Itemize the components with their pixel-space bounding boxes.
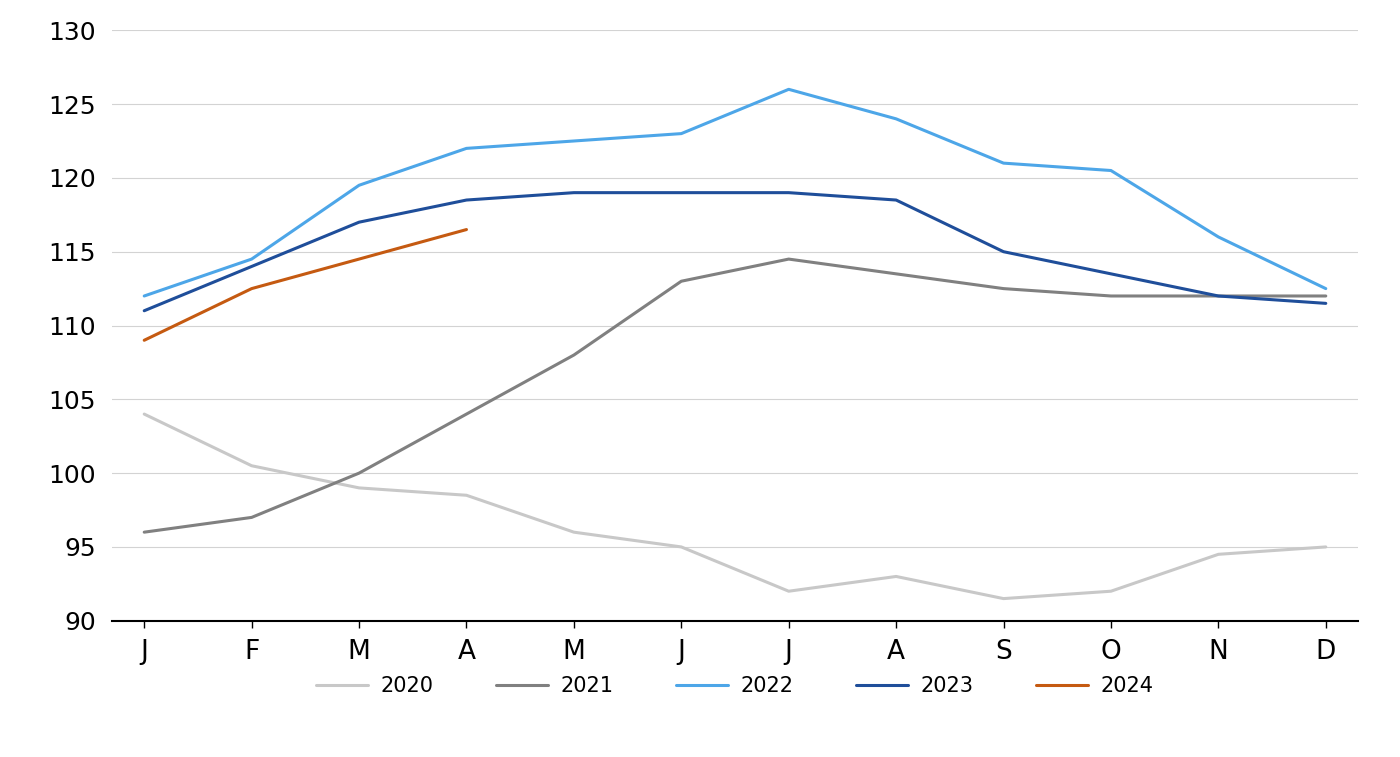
2020 <box>458 491 475 500</box>
2023 <box>995 247 1012 256</box>
2021 <box>458 410 475 419</box>
2021 <box>350 469 367 478</box>
2024 <box>458 225 475 234</box>
2022 <box>1317 284 1334 293</box>
2023 <box>1210 291 1226 301</box>
2022 <box>673 129 690 138</box>
Line: 2024: 2024 <box>144 229 466 340</box>
2021 <box>244 513 260 522</box>
2023 <box>244 262 260 271</box>
2022 <box>566 136 582 145</box>
2020 <box>673 542 690 551</box>
2021 <box>888 269 904 279</box>
2023 <box>1317 299 1334 308</box>
2020 <box>888 572 904 581</box>
2020 <box>1103 587 1120 596</box>
2020 <box>1210 550 1226 559</box>
2023 <box>673 188 690 197</box>
Line: 2020: 2020 <box>144 414 1326 599</box>
2024 <box>244 284 260 293</box>
2022 <box>350 181 367 190</box>
2023 <box>780 188 797 197</box>
2023 <box>888 195 904 204</box>
2020 <box>1317 542 1334 551</box>
2022 <box>458 144 475 153</box>
2021 <box>1317 291 1334 301</box>
2020 <box>136 410 153 419</box>
2023 <box>458 195 475 204</box>
2023 <box>1103 269 1120 279</box>
2022 <box>136 291 153 301</box>
2024 <box>136 335 153 344</box>
2023 <box>566 188 582 197</box>
2021 <box>780 254 797 263</box>
2021 <box>136 528 153 537</box>
2021 <box>1103 291 1120 301</box>
2024 <box>350 254 367 263</box>
2021 <box>566 350 582 360</box>
2020 <box>566 528 582 537</box>
2021 <box>673 277 690 286</box>
2022 <box>244 254 260 263</box>
2020 <box>244 461 260 470</box>
2020 <box>350 483 367 492</box>
2022 <box>1103 166 1120 175</box>
Legend: 2020, 2021, 2022, 2023, 2024: 2020, 2021, 2022, 2023, 2024 <box>308 668 1162 705</box>
2021 <box>1210 291 1226 301</box>
Line: 2021: 2021 <box>144 259 1326 532</box>
Line: 2023: 2023 <box>144 192 1326 310</box>
2020 <box>995 594 1012 603</box>
Line: 2022: 2022 <box>144 89 1326 296</box>
2022 <box>888 114 904 123</box>
2023 <box>350 218 367 227</box>
2022 <box>995 158 1012 167</box>
2020 <box>780 587 797 596</box>
2021 <box>995 284 1012 293</box>
2022 <box>1210 232 1226 241</box>
2023 <box>136 306 153 315</box>
2022 <box>780 85 797 94</box>
